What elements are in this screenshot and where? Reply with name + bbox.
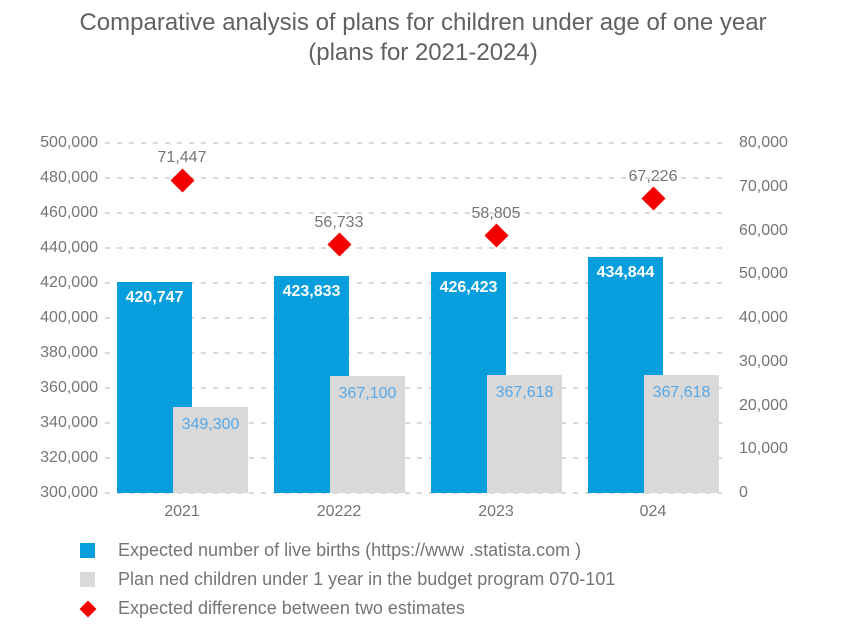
left-axis-tick-label: 440,000 (40, 239, 98, 256)
gridline (105, 212, 728, 214)
legend-swatch-expected-difference-icon (79, 600, 97, 617)
gridline (105, 422, 728, 424)
bar-planned-children (487, 374, 562, 493)
bar-value-label-expected-births: 420,747 (125, 288, 184, 306)
right-axis-tick-label: 60,000 (739, 221, 788, 239)
legend-item-expected-difference: Expected difference between two estimate… (79, 598, 615, 618)
diamond-value-label: 71,447 (157, 149, 207, 167)
bar-value-label-planned-children: 367,618 (652, 383, 711, 401)
x-axis-label: 20222 (316, 503, 362, 520)
right-axis-tick-label: 80,000 (739, 134, 788, 151)
chart-title-line-2: (plans for 2021-2024) (308, 39, 538, 66)
left-axis-tick-label: 460,000 (40, 204, 98, 221)
gridline (105, 247, 728, 249)
right-axis-tick-label: 20,000 (739, 396, 788, 414)
diamond-value-label: 67,226 (628, 167, 678, 185)
bar-value-label-planned-children: 367,618 (495, 383, 554, 401)
left-axis-tick-label: 380,000 (40, 344, 98, 361)
left-axis-tick-label: 480,000 (40, 169, 98, 186)
diamond-value-label: 56,733 (314, 213, 364, 231)
legend-swatch-expected-births-icon (80, 543, 95, 558)
gridline (105, 317, 728, 319)
bar-planned-children (644, 374, 719, 493)
right-axis-tick-label: 50,000 (739, 265, 788, 283)
left-axis-tick-label: 340,000 (40, 414, 98, 431)
chart-title-line-1: Comparative analysis of plans for childr… (79, 9, 767, 36)
right-axis-tick-label: 30,000 (739, 352, 788, 370)
diamond-value-label: 58,805 (471, 204, 521, 222)
left-axis-tick-label: 300,000 (40, 484, 98, 501)
legend-item-expected-births: Expected number of live births (https://… (80, 540, 615, 560)
right-axis-tick-label: 10,000 (739, 440, 788, 458)
gridline (105, 177, 728, 179)
gridline (105, 387, 728, 389)
diamond-marker-icon (169, 168, 195, 193)
right-axis-tick-label: 70,000 (739, 177, 788, 195)
bar-value-label-expected-births: 426,423 (439, 278, 498, 296)
gridline (105, 492, 728, 494)
bar-value-label-planned-children: 349,300 (181, 415, 240, 433)
diamond-marker-icon (640, 186, 666, 211)
gridline (105, 352, 728, 354)
bar-value-label-expected-births: 423,833 (282, 283, 341, 301)
diamond-marker-icon (483, 223, 509, 248)
legend: Expected number of live births (https://… (79, 540, 616, 618)
legend-label-planned-children: Plan ned children under 1 year in the bu… (118, 569, 616, 589)
bar-value-label-planned-children: 367,100 (338, 384, 397, 402)
gridline (105, 282, 728, 284)
right-axis-tick-label: 40,000 (739, 309, 788, 326)
bar-value-label-expected-births: 434,844 (596, 264, 655, 282)
gridline (105, 142, 728, 144)
legend-item-planned-children: Plan ned children under 1 year in the bu… (80, 569, 616, 589)
x-axis-label: 2021 (164, 503, 200, 520)
gridline (105, 457, 728, 459)
left-axis-tick-label: 400,000 (40, 309, 98, 326)
legend-label-expected-births: Expected number of live births (https://… (118, 540, 582, 560)
left-axis-tick-label: 320,000 (40, 449, 98, 466)
legend-label-expected-difference: Expected difference between two estimate… (118, 598, 465, 618)
bar-planned-children (330, 375, 405, 493)
x-axis-label: 2023 (478, 503, 514, 520)
left-axis-tick-label: 500,000 (40, 134, 98, 151)
x-axis-label: 024 (639, 503, 667, 520)
legend-swatch-planned-children-icon (80, 572, 95, 587)
bar-planned-children (173, 406, 248, 493)
left-axis-tick-label: 420,000 (40, 274, 98, 291)
left-axis-tick-label: 360,000 (40, 379, 98, 396)
diamond-marker-icon (326, 232, 352, 257)
right-axis-tick-label: 0 (739, 484, 748, 501)
